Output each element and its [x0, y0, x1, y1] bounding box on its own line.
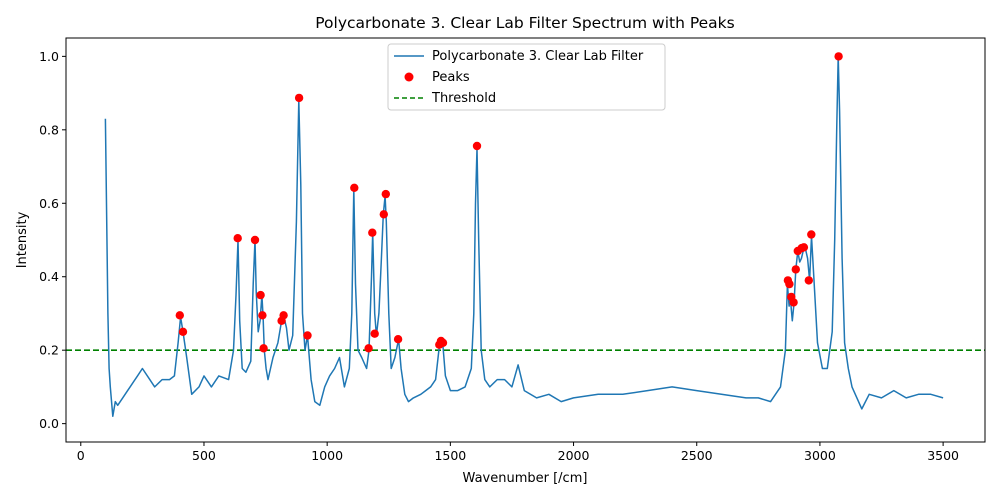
peak-marker: [259, 344, 268, 353]
axes-frame: [65, 37, 986, 443]
peak-marker: [804, 276, 813, 285]
legend-label-peaks: Peaks: [432, 70, 470, 85]
y-tick-label: 0.4: [39, 269, 59, 284]
peak-marker: [393, 335, 403, 344]
legend-peaks-swatch: [404, 72, 414, 82]
peak-marker: [258, 311, 267, 320]
x-tick-label: 1000: [311, 448, 343, 463]
x-tick-label: 3500: [927, 448, 959, 463]
peak-marker: [438, 338, 448, 347]
peak-marker: [364, 344, 373, 353]
y-axis: 0.0 0.2 0.4 0.6 0.8 1.0: [39, 49, 66, 431]
peak-marker: [250, 235, 260, 245]
peak-marker: [789, 298, 798, 307]
peak-marker: [294, 93, 304, 103]
x-tick-label: 2500: [681, 448, 713, 463]
peak-marker: [368, 228, 377, 237]
x-tick-label: 2000: [558, 448, 590, 463]
peak-marker: [799, 243, 809, 252]
plot-area: [66, 52, 985, 418]
peak-marker: [350, 183, 359, 192]
peak-marker: [785, 279, 794, 289]
x-tick-label: 1500: [434, 448, 466, 463]
y-tick-label: 1.0: [39, 49, 59, 64]
legend-box: [387, 43, 666, 111]
peak-marker: [379, 210, 388, 219]
peak-marker: [791, 265, 800, 274]
peak-marker: [472, 141, 482, 151]
legend: Polycarbonate 3. Clear Lab Filter Peaks …: [387, 43, 666, 111]
y-tick-label: 0.6: [39, 196, 59, 211]
x-tick-label: 3000: [804, 448, 836, 463]
peak-marker: [175, 311, 184, 320]
peak-marker: [834, 52, 843, 61]
legend-label-series: Polycarbonate 3. Clear Lab Filter: [432, 49, 644, 64]
peak-marker: [303, 331, 312, 340]
peak-marker: [807, 230, 816, 239]
spectrum-line: [104, 55, 944, 418]
peak-marker: [256, 290, 265, 300]
peak-marker: [279, 311, 288, 320]
peak-marker: [178, 327, 188, 336]
x-axis: 0 500 1000 1500 2000 2500 3000 3500: [77, 442, 959, 463]
y-axis-title: Intensity: [15, 211, 30, 268]
peak-marker: [233, 234, 242, 243]
y-tick-label: 0.0: [39, 416, 59, 431]
x-tick-label: 0: [77, 448, 85, 463]
peak-marker: [370, 329, 379, 338]
peak-marker: [381, 189, 390, 199]
legend-label-threshold: Threshold: [431, 91, 496, 106]
y-tick-label: 0.8: [39, 122, 59, 137]
y-tick-label: 0.2: [39, 343, 59, 358]
chart-title: Polycarbonate 3. Clear Lab Filter Spectr…: [315, 14, 734, 32]
x-axis-title: Wavenumber [/cm]: [463, 471, 588, 486]
x-tick-label: 500: [192, 448, 216, 463]
